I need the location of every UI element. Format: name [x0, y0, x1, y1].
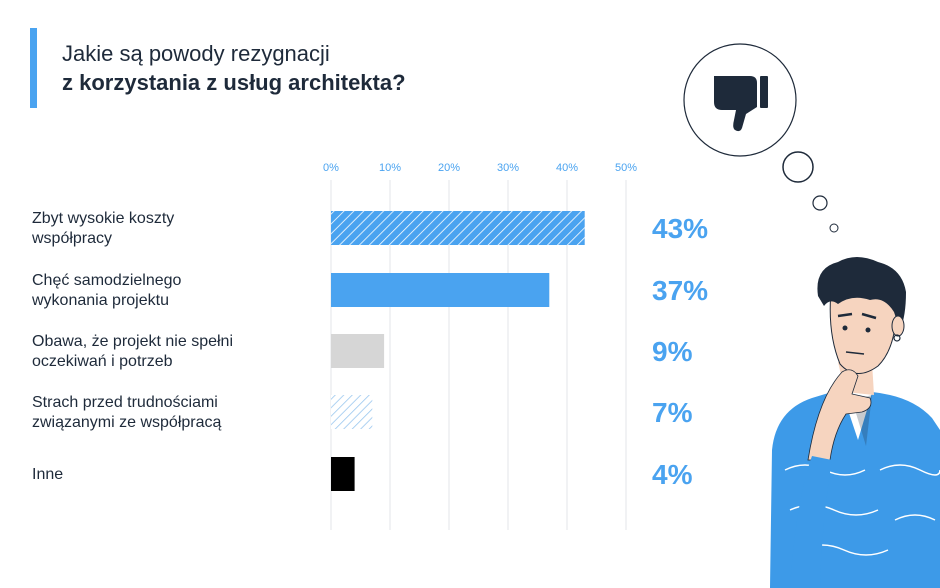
- category-label-line: Strach przed trudnościami: [32, 394, 218, 411]
- x-tick-label: 30%: [497, 162, 519, 174]
- bar: [331, 395, 373, 429]
- value-labels: 43% 37% 9% 7% 4%: [652, 213, 708, 490]
- category-label: Strach przed trudnościami związanymi ze w…: [32, 394, 222, 431]
- bar: [331, 273, 550, 307]
- bars: [331, 211, 585, 491]
- category-label-line: Obawa, że projekt nie spełni: [32, 333, 233, 350]
- title-accent-bar: [30, 28, 37, 108]
- value-label: 4%: [652, 459, 693, 490]
- bar: [331, 457, 355, 491]
- category-label-line: Inne: [32, 466, 63, 483]
- bar: [331, 334, 385, 368]
- category-label-line: współpracy: [31, 230, 112, 247]
- x-tick-label: 10%: [379, 162, 401, 174]
- x-tick-label: 40%: [556, 162, 578, 174]
- x-tick-label: 0%: [323, 162, 339, 174]
- bar: [331, 211, 585, 245]
- category-label-line: związanymi ze współpracą: [32, 414, 222, 431]
- thumbs-down-icon: [714, 76, 768, 132]
- category-label-line: wykonania projektu: [31, 292, 169, 309]
- x-tick-label: 50%: [615, 162, 637, 174]
- title-line-2: z korzystania z usług architekta?: [62, 70, 406, 95]
- value-label: 37%: [652, 275, 708, 306]
- title-line-1: Jakie są powody rezygnacji: [62, 41, 330, 66]
- value-label: 9%: [652, 336, 693, 367]
- thinking-man-illustration: [770, 257, 940, 588]
- category-label-line: Zbyt wysokie koszty: [32, 210, 174, 227]
- category-label: Inne: [32, 466, 63, 483]
- category-label: Chęć samodzielnego wykonania projektu: [31, 272, 182, 309]
- category-labels: Zbyt wysokie koszty współpracy Chęć samodz…: [31, 210, 233, 483]
- thought-bubble: [683, 43, 839, 233]
- value-label: 7%: [652, 397, 693, 428]
- category-label-line: oczekiwań i potrzeb: [32, 353, 173, 370]
- category-label-line: Chęć samodzielnego: [32, 272, 182, 289]
- x-tick-label: 20%: [438, 162, 460, 174]
- category-label: Obawa, że projekt nie spełni oczekiwań i …: [32, 333, 233, 370]
- value-label: 43%: [652, 213, 708, 244]
- chart-title: Jakie są powody rezygnacji z korzystania…: [62, 40, 406, 98]
- category-label: Zbyt wysokie koszty współpracy: [31, 210, 174, 247]
- x-axis-ticks: 0% 10% 20% 30% 40% 50%: [323, 162, 637, 174]
